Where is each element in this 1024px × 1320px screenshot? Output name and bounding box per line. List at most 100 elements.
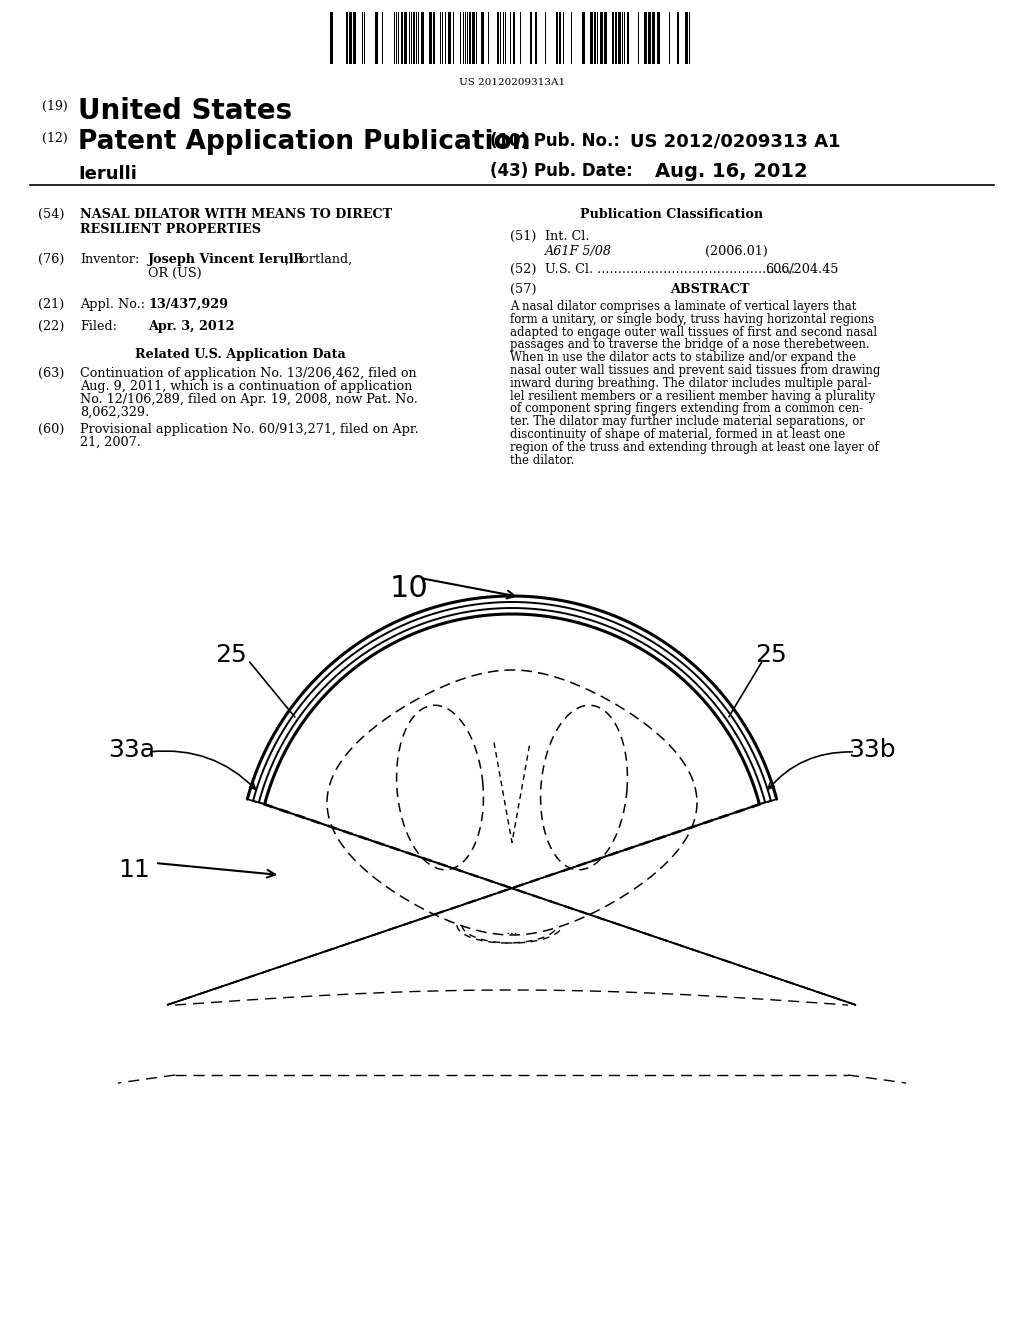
Bar xyxy=(691,12,693,63)
Text: 21, 2007.: 21, 2007. xyxy=(80,436,141,449)
Bar xyxy=(549,12,551,63)
Bar xyxy=(349,12,352,63)
Bar xyxy=(582,12,585,63)
Text: Joseph Vincent Ierulli: Joseph Vincent Ierulli xyxy=(148,253,304,267)
Bar xyxy=(401,12,403,63)
Bar xyxy=(673,12,676,63)
Text: United States: United States xyxy=(78,96,292,125)
Bar xyxy=(590,12,593,63)
Bar xyxy=(369,12,372,63)
Text: Provisional application No. 60/913,271, filed on Apr.: Provisional application No. 60/913,271, … xyxy=(80,422,419,436)
Text: When in use the dilator acts to stabilize and/or expand the: When in use the dilator acts to stabiliz… xyxy=(510,351,856,364)
Bar xyxy=(526,12,529,63)
Bar xyxy=(559,12,561,63)
Bar xyxy=(346,12,348,63)
Bar xyxy=(565,12,568,63)
Text: A61F 5/08: A61F 5/08 xyxy=(545,246,612,257)
Text: Aug. 16, 2012: Aug. 16, 2012 xyxy=(655,162,808,181)
Text: RESILIENT PROPERTIES: RESILIENT PROPERTIES xyxy=(80,223,261,236)
Text: Aug. 9, 2011, which is a continuation of application: Aug. 9, 2011, which is a continuation of… xyxy=(80,380,413,393)
Text: U.S. Cl. ................................................: U.S. Cl. ...............................… xyxy=(545,263,795,276)
Text: Inventor:: Inventor: xyxy=(80,253,139,267)
Text: No. 12/106,289, filed on Apr. 19, 2008, now Pat. No.: No. 12/106,289, filed on Apr. 19, 2008, … xyxy=(80,393,418,407)
Text: (43) Pub. Date:: (43) Pub. Date: xyxy=(490,162,633,180)
Text: the dilator.: the dilator. xyxy=(510,454,574,466)
Text: Ierulli: Ierulli xyxy=(78,165,137,183)
Bar xyxy=(627,12,629,63)
Bar xyxy=(648,12,651,63)
Bar xyxy=(513,12,515,63)
Bar xyxy=(556,12,558,63)
Text: 25: 25 xyxy=(755,643,786,667)
Text: , Portland,: , Portland, xyxy=(285,253,352,267)
Text: (2006.01): (2006.01) xyxy=(705,246,768,257)
Bar xyxy=(421,12,424,63)
Text: 8,062,329.: 8,062,329. xyxy=(80,407,150,418)
Bar xyxy=(604,12,607,63)
Text: Continuation of application No. 13/206,462, filed on: Continuation of application No. 13/206,4… xyxy=(80,367,417,380)
Text: inward during breathing. The dilator includes multiple paral-: inward during breathing. The dilator inc… xyxy=(510,376,871,389)
Text: (54): (54) xyxy=(38,209,65,220)
Bar xyxy=(330,12,333,63)
Text: lel resilient members or a resilient member having a plurality: lel resilient members or a resilient mem… xyxy=(510,389,876,403)
Bar xyxy=(608,12,610,63)
Bar xyxy=(535,12,537,63)
Bar xyxy=(594,12,596,63)
Text: Patent Application Publication: Patent Application Publication xyxy=(78,129,530,154)
Text: 10: 10 xyxy=(390,574,429,603)
Text: nasal outer wall tissues and prevent said tissues from drawing: nasal outer wall tissues and prevent sai… xyxy=(510,364,881,378)
Bar xyxy=(481,12,484,63)
Bar xyxy=(478,12,480,63)
Bar xyxy=(457,12,459,63)
Text: Appl. No.:: Appl. No.: xyxy=(80,298,145,312)
Bar xyxy=(433,12,435,63)
Text: (63): (63) xyxy=(38,367,65,380)
Bar xyxy=(652,12,655,63)
Bar xyxy=(353,12,356,63)
Text: ter. The dilator may further include material separations, or: ter. The dilator may further include mat… xyxy=(510,416,864,428)
Bar xyxy=(677,12,679,63)
Text: (22): (22) xyxy=(38,319,65,333)
Bar xyxy=(386,12,389,63)
Text: passages and to traverse the bridge of a nose therebetween.: passages and to traverse the bridge of a… xyxy=(510,338,869,351)
Text: 13/437,929: 13/437,929 xyxy=(148,298,228,312)
Bar xyxy=(413,12,415,63)
Text: (51): (51) xyxy=(510,230,537,243)
Text: (57): (57) xyxy=(510,282,537,296)
Text: ABSTRACT: ABSTRACT xyxy=(670,282,750,296)
Text: (76): (76) xyxy=(38,253,65,267)
Text: (21): (21) xyxy=(38,298,65,312)
Bar xyxy=(517,12,519,63)
Text: OR (US): OR (US) xyxy=(148,267,202,280)
Text: of component spring fingers extending from a common cen-: of component spring fingers extending fr… xyxy=(510,403,863,416)
Bar xyxy=(390,12,393,63)
Text: Apr. 3, 2012: Apr. 3, 2012 xyxy=(148,319,234,333)
Bar xyxy=(640,12,643,63)
Bar xyxy=(429,12,432,63)
Bar xyxy=(375,12,378,63)
Text: (10) Pub. No.:: (10) Pub. No.: xyxy=(490,132,620,150)
Text: US 2012/0209313 A1: US 2012/0209313 A1 xyxy=(630,132,841,150)
Text: A nasal dilator comprises a laminate of vertical layers that: A nasal dilator comprises a laminate of … xyxy=(510,300,856,313)
Bar xyxy=(449,12,451,63)
Bar xyxy=(630,12,632,63)
Bar xyxy=(334,12,337,63)
Bar xyxy=(664,12,666,63)
Bar xyxy=(425,12,428,63)
Text: 606/204.45: 606/204.45 xyxy=(765,263,839,276)
Bar xyxy=(522,12,524,63)
Bar xyxy=(342,12,344,63)
Text: 11: 11 xyxy=(118,858,150,882)
Text: form a unitary, or single body, truss having horizontal regions: form a unitary, or single body, truss ha… xyxy=(510,313,874,326)
Text: NASAL DILATOR WITH MEANS TO DIRECT: NASAL DILATOR WITH MEANS TO DIRECT xyxy=(80,209,392,220)
Text: (19): (19) xyxy=(42,100,68,114)
Bar xyxy=(338,12,341,63)
Text: adapted to engage outer wall tissues of first and second nasal: adapted to engage outer wall tissues of … xyxy=(510,326,878,339)
Bar xyxy=(573,12,575,63)
Bar xyxy=(685,12,688,63)
Bar xyxy=(469,12,471,63)
Text: Int. Cl.: Int. Cl. xyxy=(545,230,590,243)
Bar xyxy=(615,12,617,63)
Bar xyxy=(404,12,407,63)
Text: (12): (12) xyxy=(42,132,68,145)
